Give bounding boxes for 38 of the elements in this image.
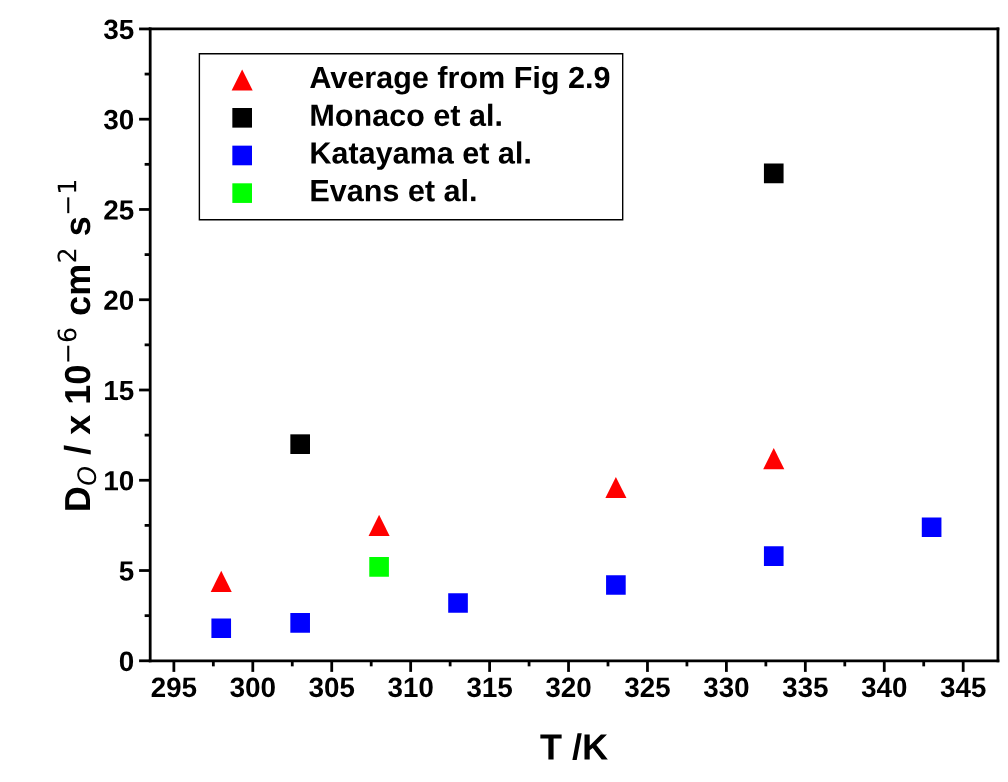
x-tick-label: 325 xyxy=(624,677,670,698)
point xyxy=(290,613,310,633)
x-tick-label: 310 xyxy=(388,677,433,698)
point xyxy=(369,557,389,577)
legend-label: Katayama et al. xyxy=(311,141,530,170)
point xyxy=(763,163,784,184)
x-tick-label: 345 xyxy=(940,677,986,698)
point xyxy=(921,517,942,538)
x-tick-label: 330 xyxy=(703,677,749,698)
y-tick-label: 35 xyxy=(103,19,134,40)
legend-label: Evans et al. xyxy=(311,179,476,202)
point xyxy=(605,476,627,499)
y-tick-label: 15 xyxy=(105,380,134,401)
x-tick-label: 300 xyxy=(230,677,275,698)
x-tick-label: 335 xyxy=(782,677,828,698)
y-tick-label: 25 xyxy=(104,200,134,220)
y-tick-label: 10 xyxy=(105,470,134,491)
point xyxy=(290,434,310,454)
x-axis-title: T /K xyxy=(540,733,608,761)
x-tick-label: 315 xyxy=(467,677,512,698)
x-tick-label: 295 xyxy=(151,677,197,698)
point xyxy=(210,570,232,592)
x-tick-label: 320 xyxy=(546,677,591,698)
x-tick-label: 340 xyxy=(861,677,907,698)
point xyxy=(368,514,390,536)
point xyxy=(448,593,468,613)
point xyxy=(763,546,784,566)
y-axis-title: D$_{O}$ / x 10$^{−6}$ cm$^{2}$ s$^{−1}$ xyxy=(57,180,97,510)
legend-label: Monaco et al. xyxy=(311,103,501,127)
point xyxy=(606,575,626,595)
y-tick-label: 0 xyxy=(119,651,134,672)
point xyxy=(763,448,785,470)
y-tick-label: 20 xyxy=(104,290,134,311)
point xyxy=(211,618,232,639)
legend-label: Average from Fig 2.9 xyxy=(310,65,610,95)
y-tick-label: 5 xyxy=(119,561,134,581)
x-tick-label: 305 xyxy=(309,677,355,698)
y-tick-label: 30 xyxy=(103,109,134,130)
